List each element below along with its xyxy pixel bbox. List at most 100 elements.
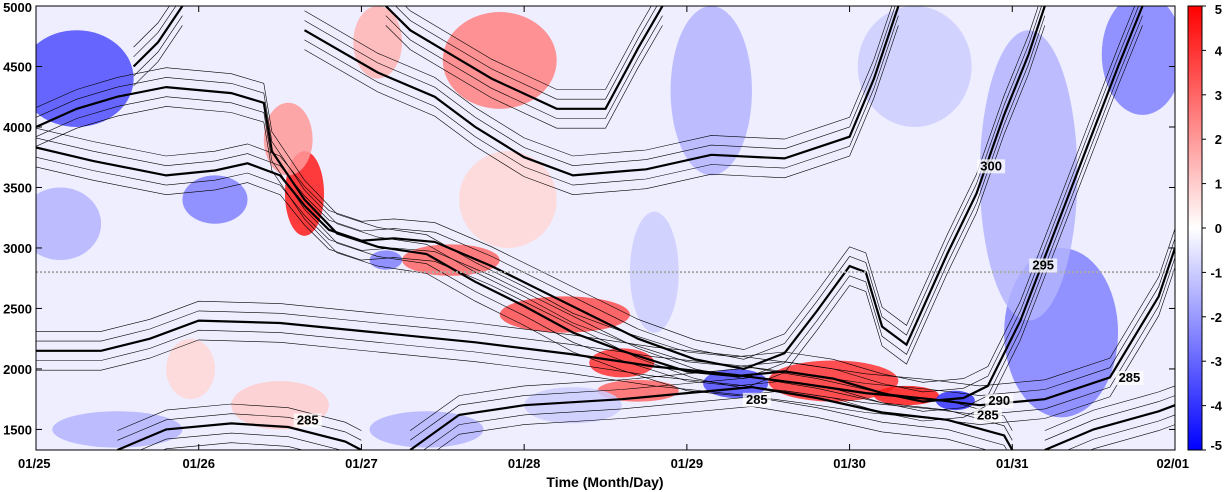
y-tick-label-0: 1500 (3, 422, 32, 437)
anomaly-blob-21 (1101, 6, 1175, 115)
thin-contour-2-3 (36, 228, 1175, 387)
anomaly-blob-13 (36, 30, 134, 127)
contour-label-4: 290 (988, 393, 1010, 408)
thin-contour-6-3 (117, 403, 362, 431)
thin-contour-5-0 (385, 25, 663, 129)
colorbar-tick-label-2: 3 (1215, 88, 1222, 103)
thin-contour-0-1 (36, 15, 1046, 379)
x-tick-label-5: 01/30 (833, 456, 866, 471)
thin-contour-5-2 (395, 6, 658, 100)
colorbar-tick-label-7: -2 (1210, 310, 1222, 325)
x-tick-label-4: 01/29 (671, 456, 704, 471)
colorbar-tick-label-3: 2 (1215, 132, 1222, 147)
x-axis-title: Time (Month/Day) (546, 474, 663, 490)
thin-contour-8-3 (1044, 385, 1175, 431)
thin-contour-1-1 (36, 15, 1143, 412)
colorbar-gradient (1187, 5, 1203, 451)
thick-contour-0 (36, 6, 1046, 371)
contour-label-2: 285 (297, 412, 319, 427)
thin-contour-4-0 (304, 25, 899, 196)
anomaly-blob-20 (979, 30, 1078, 321)
y-tick-label-4: 3500 (3, 180, 32, 195)
contour-label-bg-5 (973, 408, 1002, 423)
anomaly-blob-16 (369, 250, 403, 270)
y-tick-label-1: 2000 (3, 362, 32, 377)
thin-contour-1-3 (36, 6, 1135, 383)
thin-contour-3-0 (133, 25, 183, 87)
contour-label-bg-0 (977, 159, 1006, 174)
anomaly-blob-15 (36, 187, 102, 261)
colorbar-tick-label-10: -5 (1210, 438, 1222, 453)
colorbar-tick-label-9: -4 (1210, 399, 1222, 414)
thin-contour-4-2 (304, 6, 896, 167)
thin-contour-5-3 (404, 6, 652, 90)
thin-contour-3-3 (133, 6, 170, 48)
y-tick-label-2: 2500 (3, 301, 32, 316)
thick-contour-7 (409, 385, 1014, 450)
thin-contour-4-3 (304, 6, 893, 157)
colorbar-tick-label-0: 5 (1215, 2, 1222, 17)
x-tick-label-7: 02/01 (1156, 456, 1189, 471)
thick-contour-1 (36, 6, 1144, 403)
thin-contour-8-0 (1089, 424, 1175, 450)
contour-label-3: 285 (746, 392, 768, 407)
x-tick-label-3: 01/28 (508, 456, 541, 471)
thin-contour-5-1 (385, 15, 663, 119)
thin-contour-3-2 (133, 6, 177, 58)
contour-label-bg-4 (985, 394, 1014, 409)
anomaly-blob-26 (524, 387, 622, 424)
x-tick-label-2: 01/27 (345, 456, 378, 471)
thin-contour-8-2 (1044, 395, 1175, 441)
contour-label-bg-6 (1115, 371, 1144, 386)
thin-contour-4-1 (304, 15, 899, 186)
thin-contour-0-3 (36, 6, 1039, 350)
colorbar-tick-label-4: 1 (1215, 177, 1222, 192)
anomaly-blob-3 (442, 12, 557, 109)
y-tick-label-3: 3000 (3, 241, 32, 256)
anomaly-blob-10 (166, 338, 215, 400)
thin-contour-2-2 (36, 238, 1175, 396)
anomaly-blob-23 (857, 6, 972, 127)
thin-contour-6-0 (162, 442, 304, 450)
colorbar: 5 4 3 2 1 0 -1 -2 -3 -4 -5 (1187, 2, 1223, 453)
thick-contour-3 (132, 6, 184, 68)
anomaly-blob-22 (670, 6, 752, 176)
anomaly-blob-8 (768, 360, 899, 402)
thin-contour-7-3 (410, 367, 1013, 431)
y-tick-label-6: 4500 (3, 59, 32, 74)
contour-label-bg-2 (293, 413, 322, 428)
colorbar-ticks: 5 4 3 2 1 0 -1 -2 -3 -4 -5 (1202, 2, 1223, 453)
anomaly-blob-27 (629, 211, 679, 333)
thick-contour-2 (36, 247, 1175, 407)
x-tick-label-0: 01/25 (18, 456, 51, 471)
thin-contour-3-1 (133, 15, 183, 77)
thin-contour-8-1 (1067, 414, 1175, 450)
thin-contour-0-2 (36, 6, 1042, 360)
y-tick-label-5: 4000 (3, 120, 32, 135)
thick-contour-8 (1044, 404, 1175, 450)
y-tick-label-7: 5000 (3, 0, 32, 15)
anomaly-blob-6 (589, 348, 655, 378)
colorbar-tick-label-5: 0 (1215, 221, 1222, 236)
colorbar-tick-label-1: 4 (1215, 43, 1223, 58)
anomaly-blob-12 (459, 151, 557, 248)
x-tick-label-1: 01/26 (182, 456, 215, 471)
thin-contour-2-0 (36, 267, 1175, 425)
contour-label-bg-1 (1029, 258, 1058, 273)
anomaly-blob-24 (52, 411, 183, 448)
x-tick-label-6: 01/31 (996, 456, 1029, 471)
thin-contour-0-0 (36, 25, 1046, 389)
thin-contour-1-2 (36, 6, 1139, 393)
anomaly-blob-2 (353, 6, 403, 79)
anomaly-blob-14 (182, 175, 248, 224)
colorbar-tick-label-6: -1 (1210, 265, 1222, 280)
plot-frame (35, 5, 1176, 451)
thick-contour-6 (116, 422, 362, 450)
contour-label-1: 295 (1032, 258, 1054, 273)
thick-contour-lines (36, 6, 1175, 450)
thin-contour-6-1 (139, 432, 342, 450)
y-axis: 1500 2000 2500 3000 3500 4000 4500 5000 (3, 0, 1175, 437)
anomaly-blob-4 (402, 244, 500, 276)
